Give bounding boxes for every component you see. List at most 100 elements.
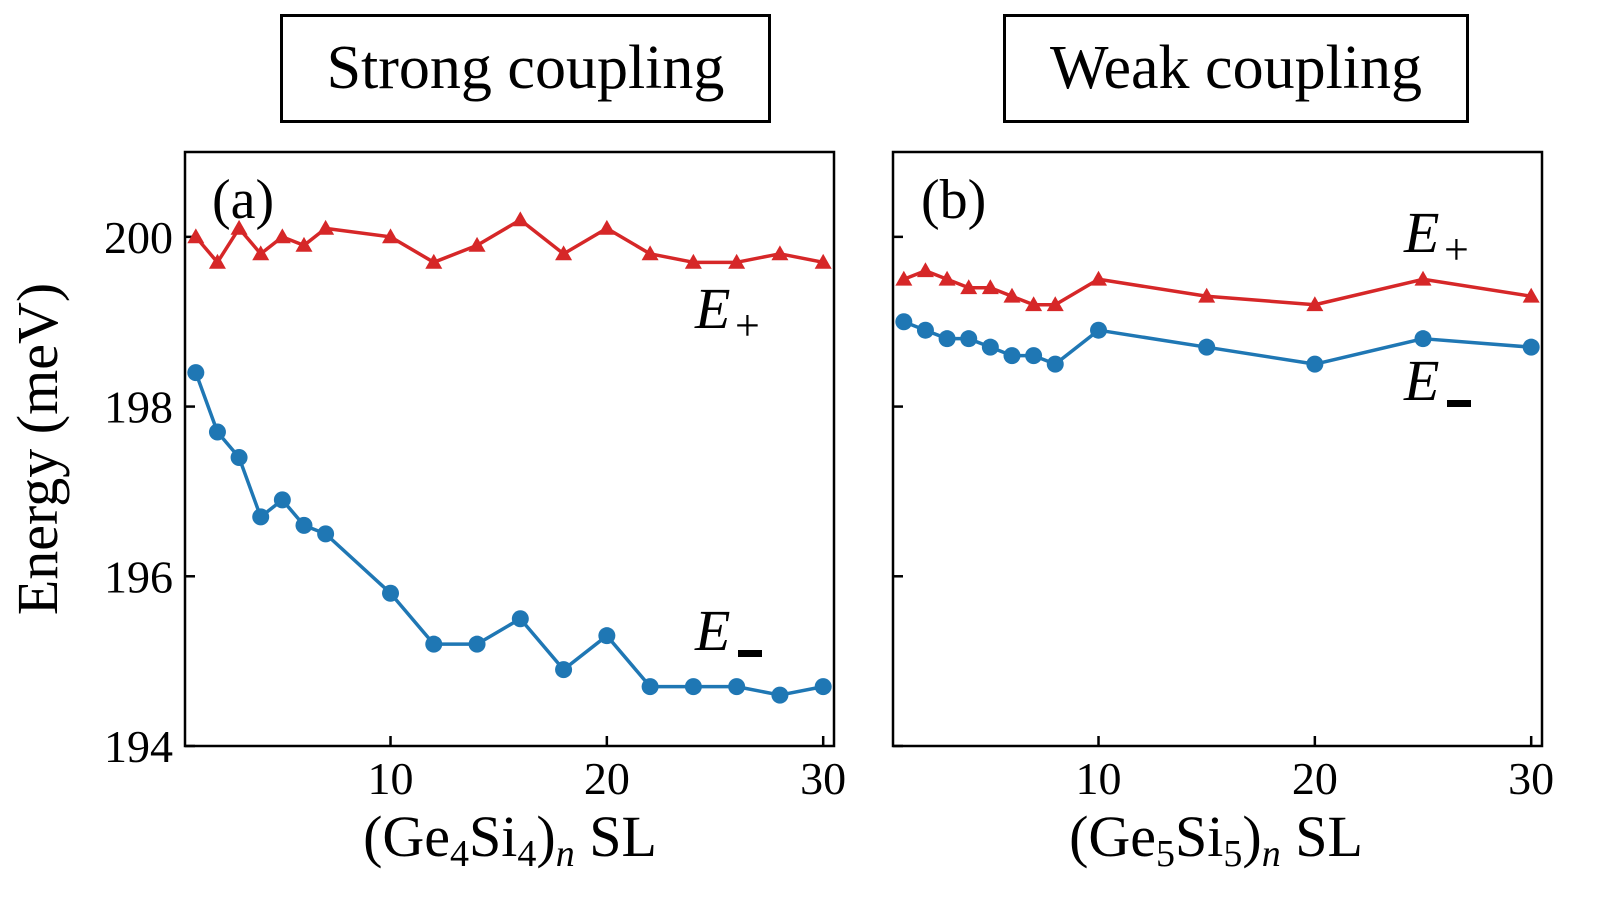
panel-b-series-plus-point-11	[1414, 270, 1432, 286]
panel-a-series-label-minus: E	[694, 598, 762, 663]
panel-a-series-plus-line	[194, 218, 824, 265]
panel-b-series-minus-point-5	[1003, 347, 1021, 365]
panel-b-series-minus-point-1	[916, 321, 934, 339]
panel-a-series-minus-point-14	[684, 678, 702, 696]
panel-a-title-box: Strong coupling	[280, 14, 771, 123]
panel-b-series-minus-point-2	[938, 330, 956, 348]
panel-b-frame	[891, 150, 1544, 748]
panel-a-series-label-plus: E +	[694, 276, 760, 350]
svg-text:E: E	[1403, 348, 1439, 413]
panel-a-series-plus-point-4	[273, 228, 291, 244]
panel-a-xtick-label-30: 30	[800, 753, 846, 804]
panel-b-series-plus-point-8	[1090, 270, 1108, 286]
panel-b-series-plus-point-10	[1306, 296, 1324, 312]
panel-b-series-plus-point-7	[1046, 296, 1064, 312]
panel-b-series-plus-point-3	[960, 279, 978, 295]
panel-b-series-plus-point-0	[895, 270, 913, 286]
xlabel-b-tail: SL	[1281, 804, 1363, 869]
panel-a-series-minus-point-7	[382, 584, 400, 602]
panel-a-series-plus-point-7	[382, 228, 400, 244]
panel-b-series-minus-point-9	[1198, 338, 1216, 356]
panel-a-series-plus-point-3	[252, 245, 270, 261]
panel-a-series-plus-point-14	[684, 253, 702, 269]
panel-b-xtick-label-30: 30	[1508, 753, 1554, 804]
panel-b-xtick-label-20: 20	[1292, 753, 1338, 804]
panel-b-title: Weak coupling	[1049, 34, 1423, 102]
svg-text:E: E	[694, 598, 730, 663]
xlabel-b-close: )	[1242, 804, 1261, 869]
panel-b-series-minus-point-3	[960, 330, 978, 348]
panel-b-series-minus-point-11	[1414, 330, 1432, 348]
panel-a-series-minus-point-9	[468, 635, 486, 653]
panel-b-series-plus-point-4	[981, 279, 999, 295]
panel-a-series-minus-point-13	[641, 678, 659, 696]
panel-a-series-plus-point-6	[317, 219, 335, 235]
panel-b-series-label-minus: E	[1403, 348, 1471, 413]
panel-a-series-plus-point-15	[728, 253, 746, 269]
panel-a-title: Strong coupling	[326, 34, 725, 102]
xlabel-b-open: (Ge	[1069, 804, 1156, 869]
panel-a-series-minus-point-12	[598, 627, 616, 645]
panel-a-series-plus-point-8	[425, 253, 443, 269]
panel-a-series-plus-point-2	[230, 219, 248, 235]
panel-b-series-plus-point-2	[938, 270, 956, 286]
panel-b-series-minus-point-8	[1090, 321, 1108, 339]
panel-b-series-plus-point-12	[1522, 287, 1540, 303]
xlabel-a-close: )	[536, 804, 555, 869]
xlabel-a-tail: SL	[575, 804, 657, 869]
panel-a-series-plus-point-16	[771, 245, 789, 261]
panel-b-series-minus-point-7	[1046, 355, 1064, 373]
panel-a-series-minus-point-10	[511, 610, 529, 628]
plot-layer: 10 20 30 194 196 198 200 10 20 30	[104, 150, 1554, 804]
panel-a-series-minus-point-0	[187, 364, 205, 382]
panel-a-series-plus-point-1	[208, 253, 226, 269]
xlabel-a-sub1: 4	[450, 833, 469, 875]
panel-b-xtick-label-10: 10	[1076, 753, 1122, 804]
panel-a-ytick-label-196: 196	[104, 551, 173, 602]
panel-a-series-minus-point-17	[814, 678, 832, 696]
panel-b-series-plus-point-5	[1003, 287, 1021, 303]
panel-a-frame	[183, 150, 836, 748]
panel-a-series-minus-point-4	[273, 491, 291, 509]
panel-a-ytick-label-198: 198	[104, 382, 173, 433]
panel-a-series-minus-point-11	[555, 661, 573, 679]
xlabel-a-sub2: 4	[517, 833, 536, 875]
svg-text:E: E	[694, 276, 730, 341]
svg-text:+: +	[735, 301, 760, 350]
xlabel-b-sub2: 5	[1223, 833, 1242, 875]
panel-b-series-label-plus: E +	[1403, 200, 1469, 274]
panel-a-series-minus-point-15	[728, 678, 746, 696]
panel-b-label: (b)	[921, 169, 986, 231]
panel-b-series-minus-point-10	[1306, 355, 1324, 373]
panel-a-label: (a)	[212, 169, 274, 231]
xlabel-a-sub3: n	[556, 833, 575, 875]
panel-a-series-minus-point-8	[425, 635, 443, 653]
panel-a-series-plus-point-13	[641, 245, 659, 261]
panel-a-ytick-label-194: 194	[104, 721, 173, 772]
xlabel-b-sub3: n	[1262, 833, 1281, 875]
panel-b-series-plus-line	[903, 269, 1532, 307]
panel-a-ytick-label-200: 200	[104, 212, 173, 263]
xlabel-a-mid: Si	[469, 804, 517, 869]
panel-a-series-minus-point-6	[317, 525, 335, 543]
panel-a-series-plus-point-10	[511, 211, 529, 227]
panel-b-series-minus-point-12	[1522, 338, 1540, 356]
panel-a-series-plus-point-5	[295, 236, 313, 252]
panel-b-series-plus-point-1	[916, 262, 934, 278]
svg-text:E: E	[1403, 200, 1439, 265]
panel-a-series-minus-point-2	[230, 448, 248, 466]
panel-b-series-plus-point-6	[1025, 296, 1043, 312]
panel-a-series-minus-point-3	[252, 508, 270, 526]
panel-a-xtick-label-20: 20	[584, 753, 630, 804]
panel-a-series-plus-point-17	[814, 253, 832, 269]
panel-a-series-plus-point-11	[555, 245, 573, 261]
panel-a-series-minus-point-16	[771, 686, 789, 704]
panel-a-x-axis-label: (Ge4Si4)n SL	[363, 804, 657, 875]
panel-a-xtick-label-10: 10	[368, 753, 414, 804]
panel-b-series-plus-point-9	[1198, 287, 1216, 303]
panel-a-series-minus-point-1	[208, 423, 226, 441]
xlabel-b-mid: Si	[1175, 804, 1223, 869]
panel-a-series-minus-point-5	[295, 516, 313, 534]
panel-a-series-plus-point-12	[598, 219, 616, 235]
